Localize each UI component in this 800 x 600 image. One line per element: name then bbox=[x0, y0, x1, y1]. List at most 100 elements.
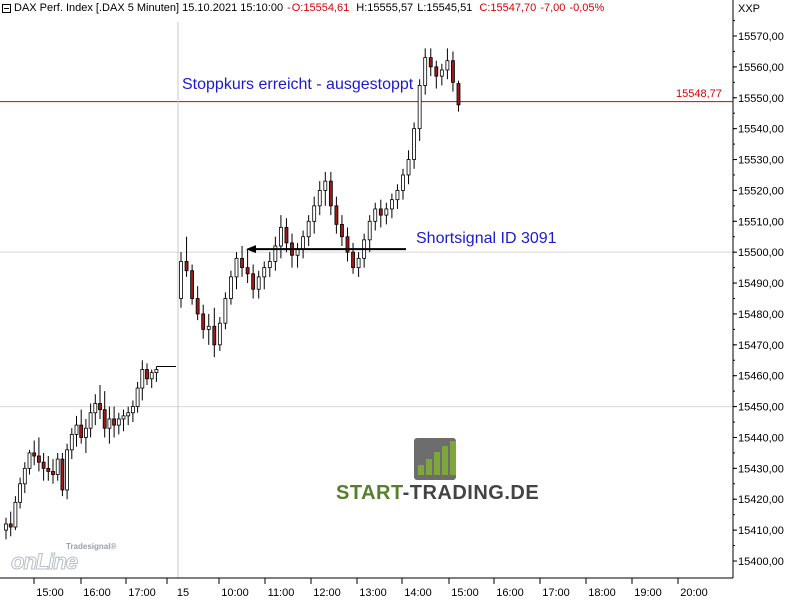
candle-body bbox=[340, 223, 344, 238]
candle-body bbox=[201, 313, 206, 330]
exchange-label: XXP bbox=[738, 3, 761, 15]
candle-body bbox=[251, 273, 256, 290]
logo-bar bbox=[426, 459, 432, 475]
candle-body bbox=[130, 406, 135, 414]
candle-body bbox=[445, 60, 450, 71]
candle-body bbox=[60, 458, 65, 491]
x-tick-label: 10:00 bbox=[221, 587, 249, 599]
chart-header: DAX Perf. Index [.DAX 5 Minuten] 15.10.2… bbox=[2, 2, 604, 14]
grid-lines bbox=[0, 251, 733, 408]
candle-body bbox=[145, 369, 149, 380]
candle-body bbox=[13, 501, 18, 528]
candle-body bbox=[417, 85, 422, 130]
candle-body bbox=[102, 409, 107, 429]
candle-body bbox=[93, 403, 98, 414]
x-tick-label: 17:00 bbox=[128, 587, 156, 599]
candle-body bbox=[267, 261, 272, 269]
candle-body bbox=[367, 220, 372, 241]
candle-body bbox=[179, 261, 183, 299]
y-tick-label: 15450,00 bbox=[738, 402, 784, 414]
candle-body bbox=[140, 369, 145, 389]
open-value: O:15554,61 bbox=[291, 2, 350, 14]
candle-body bbox=[195, 298, 200, 315]
candle-body bbox=[378, 208, 383, 216]
logo-bar bbox=[434, 452, 440, 475]
y-tick-label: 15440,00 bbox=[738, 432, 784, 444]
x-tick-label: 12:00 bbox=[313, 587, 341, 599]
y-tick-label: 15570,00 bbox=[738, 31, 784, 43]
candle-body bbox=[217, 322, 222, 346]
candle-body bbox=[55, 458, 60, 475]
candle-body bbox=[190, 270, 195, 299]
candle-body bbox=[126, 412, 131, 417]
x-tick-label: 16:00 bbox=[83, 587, 111, 599]
candle-body bbox=[389, 199, 394, 210]
y-tick-label: 15470,00 bbox=[738, 340, 784, 352]
candle-body bbox=[412, 128, 417, 160]
candle-body bbox=[301, 236, 306, 250]
candle-body bbox=[345, 236, 350, 253]
candle-body bbox=[328, 180, 333, 207]
candle-body bbox=[32, 452, 37, 457]
candles-session-1 bbox=[4, 360, 176, 540]
y-tick-label: 15400,00 bbox=[738, 556, 784, 568]
candle-body bbox=[79, 424, 84, 438]
x-tick-label: 17:00 bbox=[542, 587, 570, 599]
y-tick-label: 15500,00 bbox=[738, 247, 784, 259]
logo-bar bbox=[418, 465, 424, 475]
candle-body bbox=[18, 483, 23, 503]
candle-body bbox=[184, 261, 189, 272]
y-tick-label: 15510,00 bbox=[738, 216, 784, 228]
candle-body bbox=[262, 267, 267, 278]
x-tick-label: 13:00 bbox=[359, 587, 387, 599]
axes: 15:00 16:00 17:00 15 10:00 11:00 12:00 13:00 14:… bbox=[0, 0, 784, 599]
candle-body bbox=[135, 387, 140, 407]
candle-body bbox=[22, 467, 27, 485]
x-tick-label: 15:00 bbox=[451, 587, 479, 599]
candle-body bbox=[406, 159, 411, 176]
candle-body bbox=[116, 418, 121, 426]
candle-body bbox=[356, 257, 361, 269]
candle-body bbox=[240, 257, 244, 269]
candle-body bbox=[8, 523, 13, 528]
y-tick-label: 15480,00 bbox=[738, 309, 784, 321]
x-tick-label: 11:00 bbox=[268, 587, 295, 599]
y-tick-label: 15490,00 bbox=[738, 278, 784, 290]
candle-body bbox=[88, 412, 93, 429]
change-value: -7,00 bbox=[540, 2, 566, 14]
candle-body bbox=[278, 227, 283, 247]
candle-body bbox=[51, 471, 55, 475]
candle-body bbox=[284, 227, 289, 244]
candle-body bbox=[234, 257, 239, 278]
start-trading-logo-text: START-TRADING.DE bbox=[336, 482, 540, 504]
candle-body bbox=[273, 245, 278, 262]
logo-bar bbox=[442, 446, 448, 475]
candle-body bbox=[439, 69, 444, 77]
candle-body bbox=[351, 251, 355, 269]
candle-body bbox=[121, 415, 126, 420]
candle-body bbox=[154, 369, 159, 374]
candle-body bbox=[245, 267, 250, 275]
y-tick-label: 15520,00 bbox=[738, 185, 784, 197]
candle-body bbox=[223, 298, 228, 324]
candle-body bbox=[373, 208, 378, 222]
y-tick-label: 15430,00 bbox=[738, 463, 784, 475]
tradesignal-big-text: onLine bbox=[10, 549, 78, 575]
candle-body bbox=[37, 455, 41, 463]
y-tick-label: 15460,00 bbox=[738, 371, 784, 383]
candle-body bbox=[149, 372, 154, 380]
short-signal-arrow bbox=[246, 245, 406, 254]
candle-body bbox=[69, 433, 74, 451]
candle-body bbox=[84, 427, 88, 438]
candle-body bbox=[74, 424, 79, 435]
candle-body bbox=[107, 418, 112, 429]
candle-body bbox=[334, 205, 339, 225]
candle-body bbox=[65, 449, 69, 491]
candle-body bbox=[428, 57, 433, 68]
stop-annotation: Stoppkurs erreicht - ausgestoppt bbox=[182, 76, 414, 93]
candle-body bbox=[456, 83, 461, 106]
candle-body bbox=[384, 208, 389, 216]
low-value: L:15545,51 bbox=[417, 2, 473, 14]
candle-body bbox=[395, 190, 400, 201]
